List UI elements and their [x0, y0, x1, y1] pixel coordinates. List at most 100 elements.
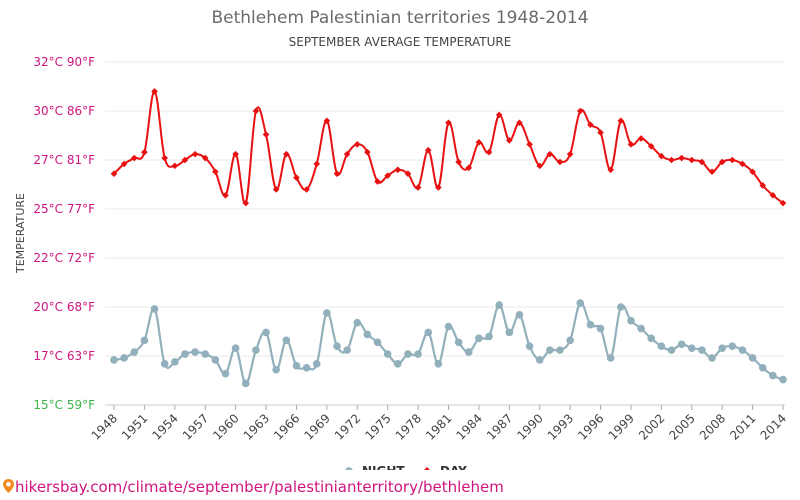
night-point [160, 360, 169, 368]
night-point [424, 328, 433, 337]
x-tick-label: 1975 [362, 411, 393, 442]
day-point [718, 158, 726, 166]
x-axis-ticks: 1948195119541957196019631966196919721975… [89, 405, 789, 443]
x-tick-label: 2011 [727, 411, 758, 442]
day-point [516, 119, 523, 127]
night-point [627, 316, 635, 325]
day-point [374, 178, 381, 185]
day-point [668, 156, 675, 164]
day-point [272, 186, 280, 193]
x-tick-label: 1981 [423, 411, 454, 442]
day-point [688, 156, 696, 164]
night-point [262, 328, 270, 337]
day-point [283, 150, 290, 158]
night-point [779, 375, 787, 384]
day-point [384, 172, 391, 179]
day-point [232, 150, 239, 158]
day-point [536, 162, 544, 170]
night-point [211, 356, 220, 364]
legend-item-day[interactable]: DAY [418, 464, 467, 470]
day-point [495, 111, 503, 119]
night-point [535, 356, 544, 364]
day-point [708, 168, 716, 176]
day-point [647, 142, 655, 150]
day-point [323, 117, 331, 125]
location-pin-icon [3, 479, 14, 493]
night-point [454, 338, 463, 347]
y-tick-label: 15°C 59°F [33, 398, 95, 412]
night-point [130, 348, 139, 356]
x-tick-label: 1990 [514, 411, 545, 442]
legend-day-marker [424, 467, 430, 470]
day-point [587, 121, 594, 129]
day-series [110, 88, 787, 207]
legend-night-marker [345, 467, 353, 470]
night-point [576, 299, 585, 307]
legend-night-label: NIGHT [362, 464, 405, 470]
day-point [546, 150, 554, 158]
night-point [282, 336, 291, 345]
x-tick-label: 1969 [301, 411, 332, 442]
y-tick-label: 32°C 90°F [33, 55, 95, 69]
day-point [333, 170, 341, 178]
night-point [485, 332, 493, 341]
legend-item-night[interactable]: NIGHT [340, 464, 405, 470]
chart-subtitle: SEPTEMBER AVERAGE TEMPERATURE [288, 35, 512, 49]
night-point [748, 354, 757, 362]
night-point [606, 354, 615, 362]
day-point [120, 160, 128, 168]
day-point [130, 154, 138, 162]
source-url[interactable]: hikersbay.com/climate/september/palestin… [15, 478, 504, 496]
x-tick-label: 1966 [271, 411, 302, 442]
night-point [323, 309, 331, 317]
day-point [485, 148, 493, 156]
day-point [252, 107, 260, 115]
night-point [556, 346, 564, 354]
legend-day-label: DAY [440, 464, 467, 470]
night-point [221, 369, 230, 378]
night-point [475, 334, 483, 343]
day-point [627, 141, 635, 148]
x-tick-label: 1948 [89, 411, 120, 442]
day-point [293, 174, 300, 181]
night-point [292, 362, 301, 370]
day-point [424, 146, 432, 154]
night-point [637, 324, 645, 333]
y-axis-ticks: 15°C 59°F 17°C 63°F 20°C 68°F 22°C 72°F 25°C… [33, 55, 95, 412]
night-point [464, 348, 473, 356]
day-point [526, 141, 533, 148]
night-point [140, 336, 149, 345]
x-tick-label: 1951 [119, 411, 150, 442]
x-tick-label: 1978 [393, 411, 424, 442]
day-point [739, 160, 746, 168]
day-point [759, 182, 767, 189]
day-point [222, 191, 229, 199]
grid-lines [105, 61, 785, 406]
day-point [212, 168, 219, 176]
source-link[interactable]: hikersbay.com/climate/september/palestin… [3, 478, 504, 496]
night-point [333, 342, 341, 351]
day-point [394, 166, 402, 174]
day-point [617, 117, 625, 125]
night-point [241, 379, 250, 388]
day-point [698, 158, 706, 166]
y-tick-label: 25°C 77°F [33, 202, 95, 216]
x-tick-label: 2002 [636, 411, 667, 442]
night-point [758, 363, 767, 372]
night-point [343, 346, 351, 354]
night-series [110, 299, 787, 388]
night-point [394, 360, 402, 368]
x-tick-label: 1996 [575, 411, 606, 442]
night-point [171, 358, 179, 366]
day-point [779, 199, 787, 207]
day-point [597, 129, 604, 136]
night-point [191, 348, 199, 356]
night-point [667, 346, 676, 354]
night-point [404, 350, 412, 358]
day-point [161, 154, 168, 162]
day-point [313, 160, 321, 168]
x-tick-label: 2008 [697, 411, 728, 442]
day-point [191, 150, 199, 158]
night-point [110, 356, 118, 364]
night-point [150, 305, 159, 313]
